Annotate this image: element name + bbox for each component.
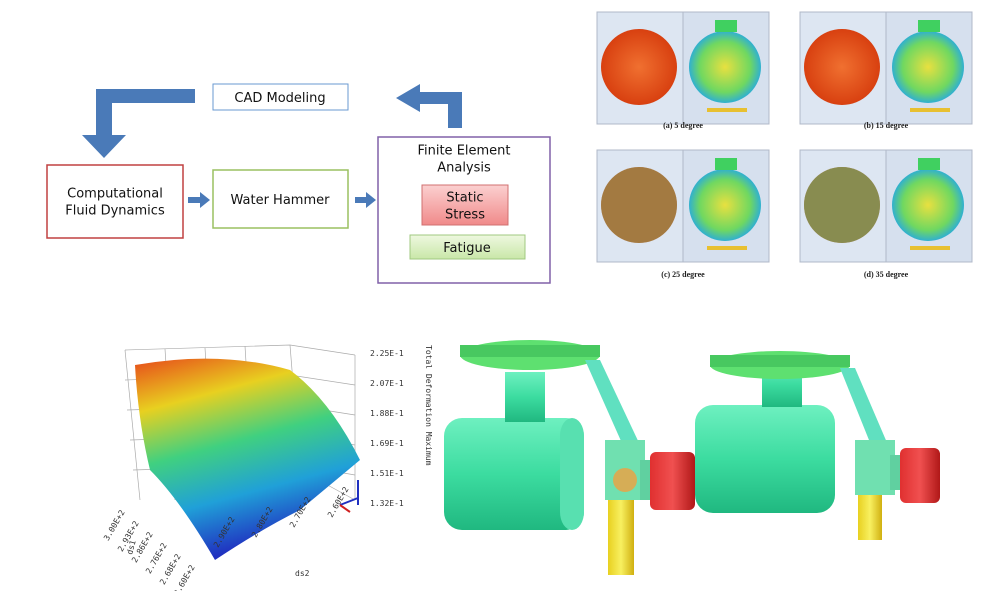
- caption: (c) 25 degree: [661, 270, 705, 279]
- flange: [715, 158, 737, 170]
- node-label: Stress: [445, 208, 485, 223]
- node-label: Fatigue: [443, 241, 490, 256]
- arrow: [82, 89, 195, 158]
- legend-bar: [707, 108, 747, 112]
- simulation-panel: (c) 25 degree: [596, 149, 770, 279]
- sphere: [601, 167, 677, 243]
- node-label: Analysis: [437, 161, 491, 176]
- node-box: [409, 234, 526, 260]
- simulation-panel: (d) 35 degree: [799, 149, 973, 279]
- sphere: [804, 29, 880, 105]
- node-label: Finite Element: [417, 144, 510, 159]
- sphere: [689, 169, 761, 241]
- arrow: [188, 192, 210, 208]
- x-axis-title: ds2: [295, 569, 310, 578]
- sphere: [689, 31, 761, 103]
- render-2: [695, 351, 940, 540]
- z-tick-label: 2.07E-1: [370, 379, 404, 388]
- sphere-overlay: [804, 167, 880, 243]
- z-tick-label: 1.69E-1: [370, 439, 404, 448]
- legend-bar: [910, 108, 950, 112]
- flange: [918, 158, 940, 170]
- node-box: [46, 164, 184, 239]
- node-label: Computational: [67, 187, 163, 202]
- surface: [135, 358, 360, 560]
- legend-bar: [910, 246, 950, 250]
- arrow: [396, 84, 462, 128]
- node-label: Fluid Dynamics: [65, 204, 165, 219]
- z-tick-label: 1.32E-1: [370, 499, 404, 508]
- node-box: [421, 184, 509, 226]
- z-tick-label: 1.88E-1: [370, 409, 404, 418]
- flange: [715, 20, 737, 32]
- node-box: [212, 83, 349, 111]
- render-1: [444, 340, 695, 575]
- sphere: [601, 29, 677, 105]
- sphere-overlay: [601, 167, 677, 243]
- simulation-panel: (b) 15 degree: [799, 11, 973, 130]
- node-box: [212, 169, 349, 229]
- z-tick-label: 1.51E-1: [370, 469, 404, 478]
- flange: [918, 20, 940, 32]
- y-axis-title: ds1: [125, 539, 137, 555]
- legend-bar: [707, 246, 747, 250]
- node-label: CAD Modeling: [234, 91, 325, 106]
- flowchart: [82, 84, 462, 208]
- axis-triad: [339, 480, 359, 506]
- caption: (a) 5 degree: [663, 121, 703, 130]
- axis-triad: [339, 504, 351, 513]
- z-axis-title: Total Deformation Maximum: [424, 345, 433, 466]
- sphere: [892, 31, 964, 103]
- node-label: Water Hammer: [231, 193, 331, 208]
- caption: (b) 15 degree: [864, 121, 909, 130]
- node-label: Static: [446, 191, 483, 206]
- sphere: [892, 169, 964, 241]
- simulation-panel: (a) 5 degree: [596, 11, 770, 130]
- z-tick-label: 2.25E-1: [370, 349, 404, 358]
- arrow: [355, 192, 376, 208]
- caption: (d) 35 degree: [864, 270, 909, 279]
